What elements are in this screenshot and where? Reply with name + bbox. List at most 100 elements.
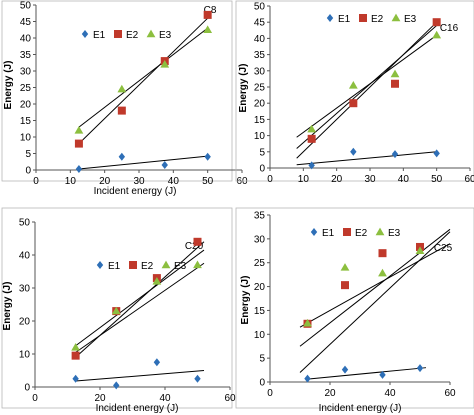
data-point-e2 [391, 79, 399, 88]
data-point-e2 [193, 237, 202, 246]
y-tick-label: 10 [254, 131, 266, 142]
y-tick-label: 45 [254, 18, 266, 29]
y-tick-label: 20 [20, 100, 32, 111]
x-tick-label: 20 [99, 176, 111, 187]
chart-panel-c20: 0 20 40 60 0 10 20 30 40 50 Incident energy (J) Ene… [1, 207, 236, 414]
data-point-e1 [113, 381, 120, 390]
data-point-e3 [307, 124, 317, 133]
legend-marker-e1 [96, 261, 104, 269]
x-tick-label: 20 [94, 393, 106, 404]
chart-title: C20 [185, 241, 204, 252]
data-point-e1 [204, 152, 211, 161]
trend-line [75, 241, 205, 358]
trend-line [296, 151, 437, 166]
chart-title: C8 [204, 5, 217, 16]
data-point-e3 [71, 343, 81, 351]
y-tick-label: 45 [20, 17, 32, 28]
y-axis-label: Energy (J) [240, 276, 251, 325]
data-point-e3 [340, 263, 350, 271]
legend-label-e1: E1 [108, 261, 121, 272]
legend-label-e2: E2 [355, 228, 368, 239]
x-tick-label: 40 [384, 388, 396, 399]
x-tick-label: 0 [32, 393, 38, 404]
data-point-e2 [117, 106, 126, 115]
trend-line [78, 17, 209, 144]
data-point-e2 [432, 18, 441, 27]
y-tick-label: 5 [259, 354, 265, 365]
data-point-e3 [117, 84, 127, 93]
panel-frame [1, 207, 233, 409]
legend-label-e2: E2 [371, 14, 384, 25]
data-point-e1 [194, 374, 201, 383]
panel-frame [235, 207, 474, 409]
x-tick-label: 60 [236, 176, 248, 187]
legend-label-e1: E1 [322, 228, 335, 239]
trend-line [296, 34, 437, 138]
y-tick-label: 40 [254, 34, 266, 45]
data-point-e2 [349, 99, 358, 108]
x-tick-label: 10 [298, 174, 310, 185]
y-tick-label: 0 [25, 166, 31, 177]
data-point-e1 [161, 161, 168, 170]
legend-label-e3: E3 [174, 261, 187, 272]
data-point-e3 [152, 277, 162, 285]
data-point-e1 [391, 150, 399, 159]
data-point-e3 [74, 126, 84, 134]
y-tick-label: 15 [20, 116, 32, 127]
y-tick-label: 15 [254, 306, 266, 317]
data-point-e1 [433, 149, 440, 158]
legend-label-e1: E1 [338, 14, 351, 25]
data-point-e3 [160, 60, 170, 68]
legend-marker-e2 [359, 14, 367, 22]
trend-line [307, 367, 427, 380]
y-tick-label: 35 [254, 211, 266, 222]
x-tick-label: 50 [431, 174, 443, 185]
data-point-e3 [203, 25, 213, 33]
data-point-e1 [153, 358, 161, 367]
x-tick-label: 40 [168, 176, 180, 187]
y-tick-label: 0 [24, 383, 30, 394]
trend-line [296, 25, 437, 149]
x-tick-label: 0 [33, 176, 39, 187]
y-tick-label: 25 [20, 83, 32, 94]
legend-marker-e1 [326, 14, 334, 22]
trend-line [75, 249, 205, 347]
y-tick-label: 35 [254, 50, 266, 61]
x-tick-label: 40 [398, 174, 410, 185]
x-tick-label: 20 [324, 388, 336, 399]
x-tick-label: 60 [444, 388, 456, 399]
x-tick-label: 60 [224, 393, 236, 404]
y-tick-label: 30 [254, 66, 266, 77]
data-point-e1 [72, 374, 79, 383]
data-point-e1 [308, 161, 315, 170]
x-tick-label: 20 [331, 174, 343, 185]
data-point-e2 [203, 10, 212, 19]
x-tick-label: 10 [65, 176, 77, 187]
y-tick-label: 15 [254, 115, 266, 126]
y-tick-label: 20 [19, 317, 31, 328]
data-point-e3 [193, 260, 202, 269]
trend-line [75, 262, 205, 353]
trend-line [78, 27, 208, 128]
x-tick-label: 30 [133, 176, 145, 187]
legend-label-e3: E3 [404, 14, 417, 25]
x-axis-label: Incident energy (J) [94, 186, 177, 197]
chart-title: C16 [440, 23, 459, 34]
data-point-e3 [348, 80, 358, 89]
y-tick-label: 10 [20, 133, 32, 144]
data-point-e1 [304, 374, 311, 383]
trend-line [78, 155, 208, 170]
y-tick-label: 50 [20, 1, 32, 12]
data-point-e1 [379, 370, 386, 379]
x-tick-label: 0 [267, 388, 273, 399]
legend-marker-e2 [343, 228, 351, 236]
y-axis-label: Energy (J) [238, 64, 249, 113]
x-axis-label: Incident energy (J) [319, 403, 402, 414]
legend-marker-e3 [375, 227, 385, 236]
legend-marker-e2 [129, 261, 137, 269]
legend-marker-e1 [310, 228, 318, 236]
trend-line [75, 370, 205, 382]
y-tick-label: 30 [19, 284, 31, 295]
legend-label-e2: E2 [141, 261, 154, 272]
